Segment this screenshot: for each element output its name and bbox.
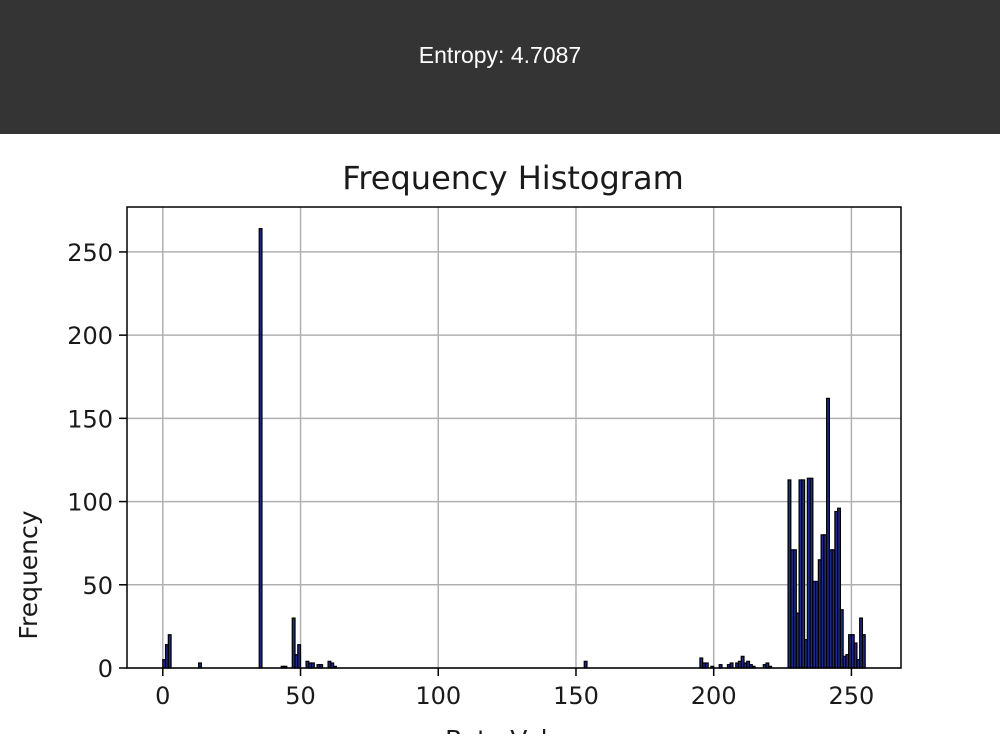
histogram-chart: 0 50 100 150 200 250 0 50 100 150 200 250 Frequency… <box>0 134 1000 738</box>
chart-title: Frequency Histogram <box>342 159 683 197</box>
y-tick-label: 50 <box>82 572 113 600</box>
histogram-bar <box>861 634 866 669</box>
grid-lines <box>127 207 901 669</box>
x-tick-label: 200 <box>691 682 737 710</box>
histogram-bar <box>297 644 302 669</box>
x-axis-label: Byte Value <box>445 725 579 734</box>
y-axis-label: Frequency <box>14 510 43 639</box>
x-tick-label: 50 <box>285 682 316 710</box>
y-tick-label: 250 <box>67 239 113 267</box>
x-tick-label: 100 <box>415 682 461 710</box>
y-tick-label: 100 <box>67 489 113 517</box>
histogram-bar <box>258 228 263 669</box>
plot-frame <box>126 206 902 669</box>
y-tick-label: 0 <box>98 655 113 683</box>
x-tick-label: 0 <box>155 682 170 710</box>
histogram-bar <box>167 634 172 669</box>
bars <box>162 228 866 669</box>
axis-ticks: 0 50 100 150 200 250 0 50 100 150 200 250 <box>67 239 874 710</box>
x-tick-label: 250 <box>829 682 875 710</box>
entropy-header: Entropy: 4.7087 <box>0 0 1000 134</box>
histogram-svg: 0 50 100 150 200 250 0 50 100 150 200 250 Frequency… <box>14 159 902 738</box>
histogram-bar <box>583 660 588 669</box>
x-tick-label: 150 <box>553 682 599 710</box>
y-tick-label: 150 <box>67 405 113 433</box>
y-tick-label: 200 <box>67 322 113 350</box>
entropy-label: Entropy: 4.7087 <box>418 41 582 68</box>
